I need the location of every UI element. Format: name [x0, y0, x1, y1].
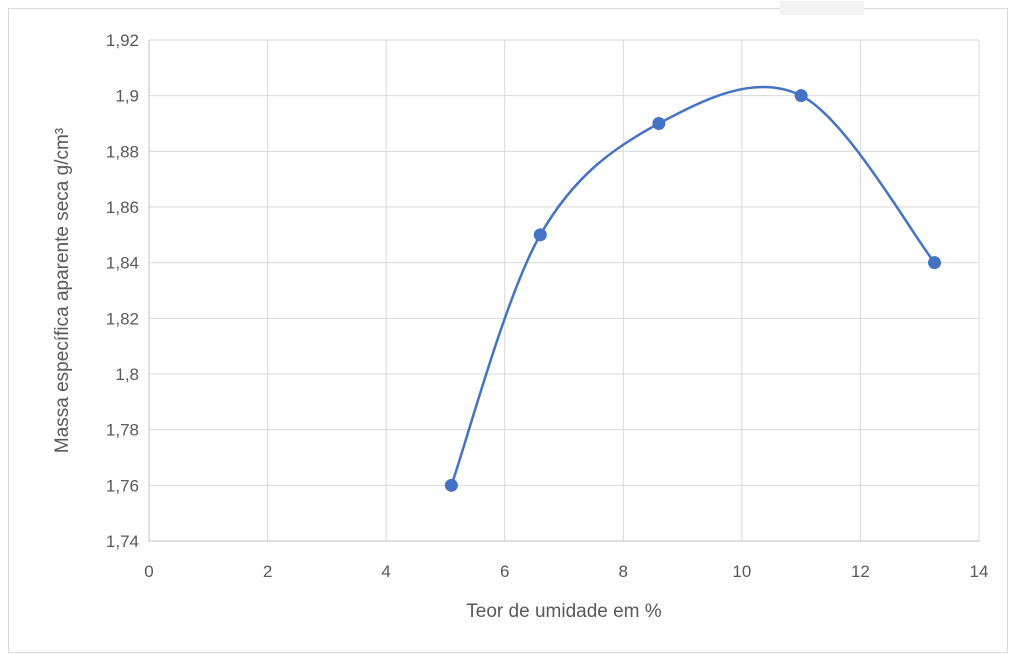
y-tick-label: 1,9: [115, 87, 139, 106]
x-tick-label: 10: [732, 562, 751, 581]
data-point: [533, 228, 547, 242]
y-tick-label: 1,84: [106, 254, 139, 273]
data-series: [444, 85, 942, 492]
data-point: [928, 256, 942, 270]
chart-frame: [8, 8, 1008, 653]
chart-top-patch: [780, 1, 864, 15]
grid-lines: [149, 39, 980, 541]
x-tick-label: 0: [144, 562, 153, 581]
x-tick-label: 2: [263, 562, 272, 581]
y-tick-label: 1,74: [106, 532, 139, 551]
y-tick-label: 1,8: [115, 365, 139, 384]
y-tick-label: 1,76: [106, 476, 139, 495]
y-tick-label: 1,92: [106, 31, 139, 50]
data-point: [444, 478, 458, 492]
x-tick-label: 12: [851, 562, 870, 581]
axes: [148, 40, 979, 542]
y-tick-label: 1,88: [106, 142, 139, 161]
x-tick-label: 4: [381, 562, 390, 581]
y-tick-label: 1,78: [106, 421, 139, 440]
x-tick-label: 6: [500, 562, 509, 581]
y-tick-label: 1,86: [106, 198, 139, 217]
tick-labels: 0 2 4 6 8 10 12 14 1,74 1,76 1,78 1,8 1,82 1,84 1,86 1,…: [106, 31, 989, 581]
x-axis-title: Teor de umidade em %: [466, 601, 661, 622]
data-point: [652, 117, 666, 130]
data-point: [794, 89, 808, 103]
y-axis-title: Massa específica aparente seca g/cm³: [52, 128, 73, 453]
series-line: [450, 85, 936, 487]
x-tick-label: 14: [970, 562, 989, 581]
x-tick-label: 8: [619, 562, 628, 581]
y-tick-label: 1,82: [106, 309, 139, 328]
